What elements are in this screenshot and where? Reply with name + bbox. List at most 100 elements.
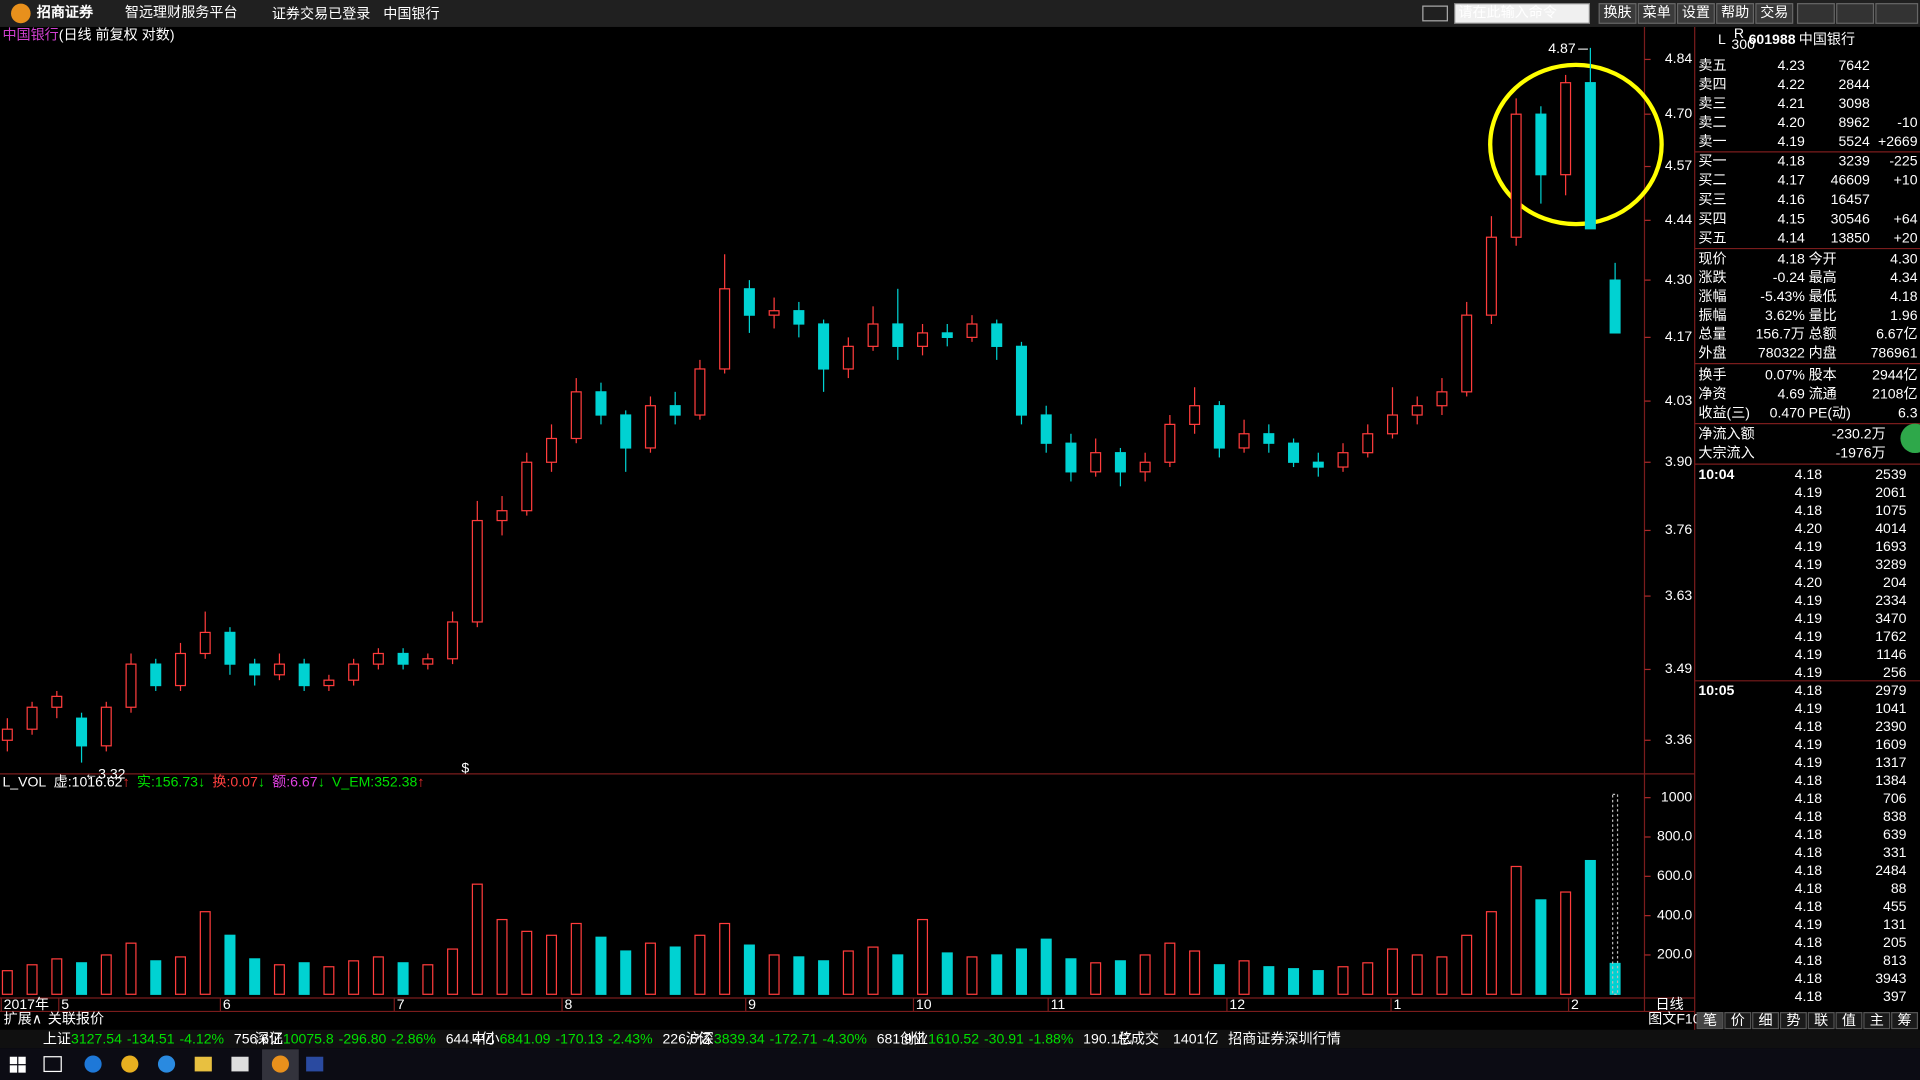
x-tick-label: 7 <box>397 996 405 1012</box>
panel-tab[interactable]: 价 <box>1731 1012 1745 1028</box>
quote-value: 2108亿 <box>1872 385 1917 401</box>
button-bg[interactable] <box>1676 3 1715 24</box>
store-icon[interactable] <box>231 1056 249 1072</box>
indicator-arrow: ↓ <box>318 773 325 789</box>
candle-body <box>892 323 904 347</box>
index-pct: -2.86% <box>391 1030 436 1046</box>
stock-code: 601988 <box>1749 31 1796 47</box>
task-view[interactable] <box>43 1056 62 1073</box>
quote-label: 现价 <box>1698 250 1726 266</box>
panel-tab[interactable]: 联 <box>1814 1012 1828 1028</box>
bottom-tab[interactable]: 扩展∧ <box>4 1011 42 1027</box>
panel-tab[interactable]: 势 <box>1786 1012 1800 1028</box>
y-tick-label: 1000 <box>1661 788 1692 804</box>
volume-bar <box>1065 958 1077 995</box>
tab-bg[interactable] <box>1724 1012 1752 1030</box>
low-label: ←3.32 <box>84 766 126 782</box>
ie-icon[interactable] <box>157 1055 176 1073</box>
tab-bg[interactable] <box>1696 1012 1724 1030</box>
minimize[interactable] <box>1796 3 1835 24</box>
panel-tab[interactable]: 细 <box>1759 1012 1773 1028</box>
panel-tab[interactable]: 笔 <box>1703 1012 1717 1028</box>
tick-volume: 1146 <box>1876 646 1906 662</box>
tick-price: 4.18 <box>1795 844 1823 860</box>
toolbar-button[interactable]: 帮助 <box>1721 4 1749 20</box>
tab-bg[interactable] <box>1863 1012 1891 1030</box>
tab-bg[interactable] <box>1779 1012 1807 1030</box>
toolbar-button[interactable]: 交易 <box>1760 4 1788 20</box>
candle-body <box>1485 236 1497 316</box>
candle-body <box>1114 452 1126 473</box>
book-label: 买五 <box>1698 230 1726 246</box>
start[interactable] <box>9 1065 18 1073</box>
maximize[interactable] <box>1836 3 1875 24</box>
keyboard-icon[interactable] <box>1422 5 1448 22</box>
tick-volume: 2539 <box>1875 466 1906 482</box>
candle-body <box>298 663 310 687</box>
tab-bg[interactable] <box>1752 1012 1780 1030</box>
candle-body <box>1189 405 1201 425</box>
x-tick-label: 9 <box>748 996 756 1012</box>
volume-bar <box>1263 966 1275 995</box>
taskbar-icons <box>9 1049 324 1080</box>
index-pct: -2.43% <box>608 1030 653 1046</box>
tick-price: 4.19 <box>1795 916 1823 932</box>
panel-tab[interactable]: 主 <box>1870 1012 1884 1028</box>
start[interactable] <box>9 1056 18 1065</box>
tab-bg[interactable] <box>1891 1012 1919 1030</box>
volume-bar <box>372 956 384 995</box>
book-label: 买二 <box>1698 172 1726 188</box>
y-tick-label: 4.44 <box>1665 211 1693 227</box>
tick-volume: 331 <box>1883 844 1907 860</box>
tick-volume: 1384 <box>1875 772 1906 788</box>
app-icon[interactable] <box>271 1055 289 1073</box>
quote-value: 6.3 <box>1898 404 1918 420</box>
candle-body <box>570 391 582 440</box>
total-label: 总成交 <box>1117 1030 1159 1046</box>
panel-tab[interactable]: 值 <box>1842 1012 1856 1028</box>
indicator-label: 换: <box>212 773 230 789</box>
search-placeholder[interactable]: 请在此输入命令 <box>1458 4 1557 20</box>
candle-body <box>867 323 879 347</box>
app-icon[interactable] <box>306 1056 324 1072</box>
candle-body <box>125 663 137 708</box>
bottom-tab[interactable]: 关联报价 <box>48 1011 104 1027</box>
start[interactable] <box>18 1065 26 1073</box>
brand: 招商证券 <box>37 4 94 20</box>
button-bg[interactable] <box>1598 3 1637 24</box>
tick-volume: 3289 <box>1875 556 1906 572</box>
volume-bar <box>1337 966 1349 995</box>
toolbar-button[interactable]: 换肤 <box>1603 4 1631 20</box>
panel-tab[interactable]: 筹 <box>1898 1012 1912 1028</box>
button-bg[interactable] <box>1716 3 1755 24</box>
index-item: 深证10075.8 -296.80 -2.86% 644.4亿 <box>255 1030 495 1046</box>
float-button[interactable] <box>1900 423 1920 454</box>
tick-volume: 397 <box>1883 988 1907 1004</box>
candle-body <box>1584 82 1596 230</box>
edge-icon[interactable] <box>84 1055 102 1073</box>
folder-icon[interactable] <box>194 1056 212 1072</box>
button-bg[interactable] <box>1755 3 1794 24</box>
toolbar-button[interactable]: 菜单 <box>1643 4 1671 20</box>
tab-bg[interactable] <box>1835 1012 1863 1030</box>
tick-price: 4.18 <box>1795 934 1823 950</box>
toolbar-button[interactable]: 设置 <box>1682 4 1710 20</box>
volume-bar <box>1090 962 1102 995</box>
start[interactable] <box>18 1056 26 1065</box>
volume-bar <box>125 942 137 995</box>
search-box[interactable] <box>1454 3 1590 24</box>
close[interactable] <box>1875 3 1919 24</box>
tick-volume: 1317 <box>1875 754 1906 770</box>
quote-value: -0.24 <box>1773 269 1805 285</box>
quote-value: 780322 <box>1758 345 1805 361</box>
volume-bar <box>669 946 681 995</box>
indicator-value: 0.07 <box>230 773 258 789</box>
button-bg[interactable] <box>1637 3 1676 24</box>
book-price: 4.21 <box>1777 95 1805 111</box>
tab-bg[interactable] <box>1807 1012 1835 1030</box>
f10-tab[interactable]: 图文F10 <box>1648 1011 1701 1027</box>
y-tick-label: 3.76 <box>1665 521 1693 537</box>
indicator-arrow: ↑ <box>417 773 424 789</box>
browser-icon[interactable] <box>121 1055 139 1073</box>
